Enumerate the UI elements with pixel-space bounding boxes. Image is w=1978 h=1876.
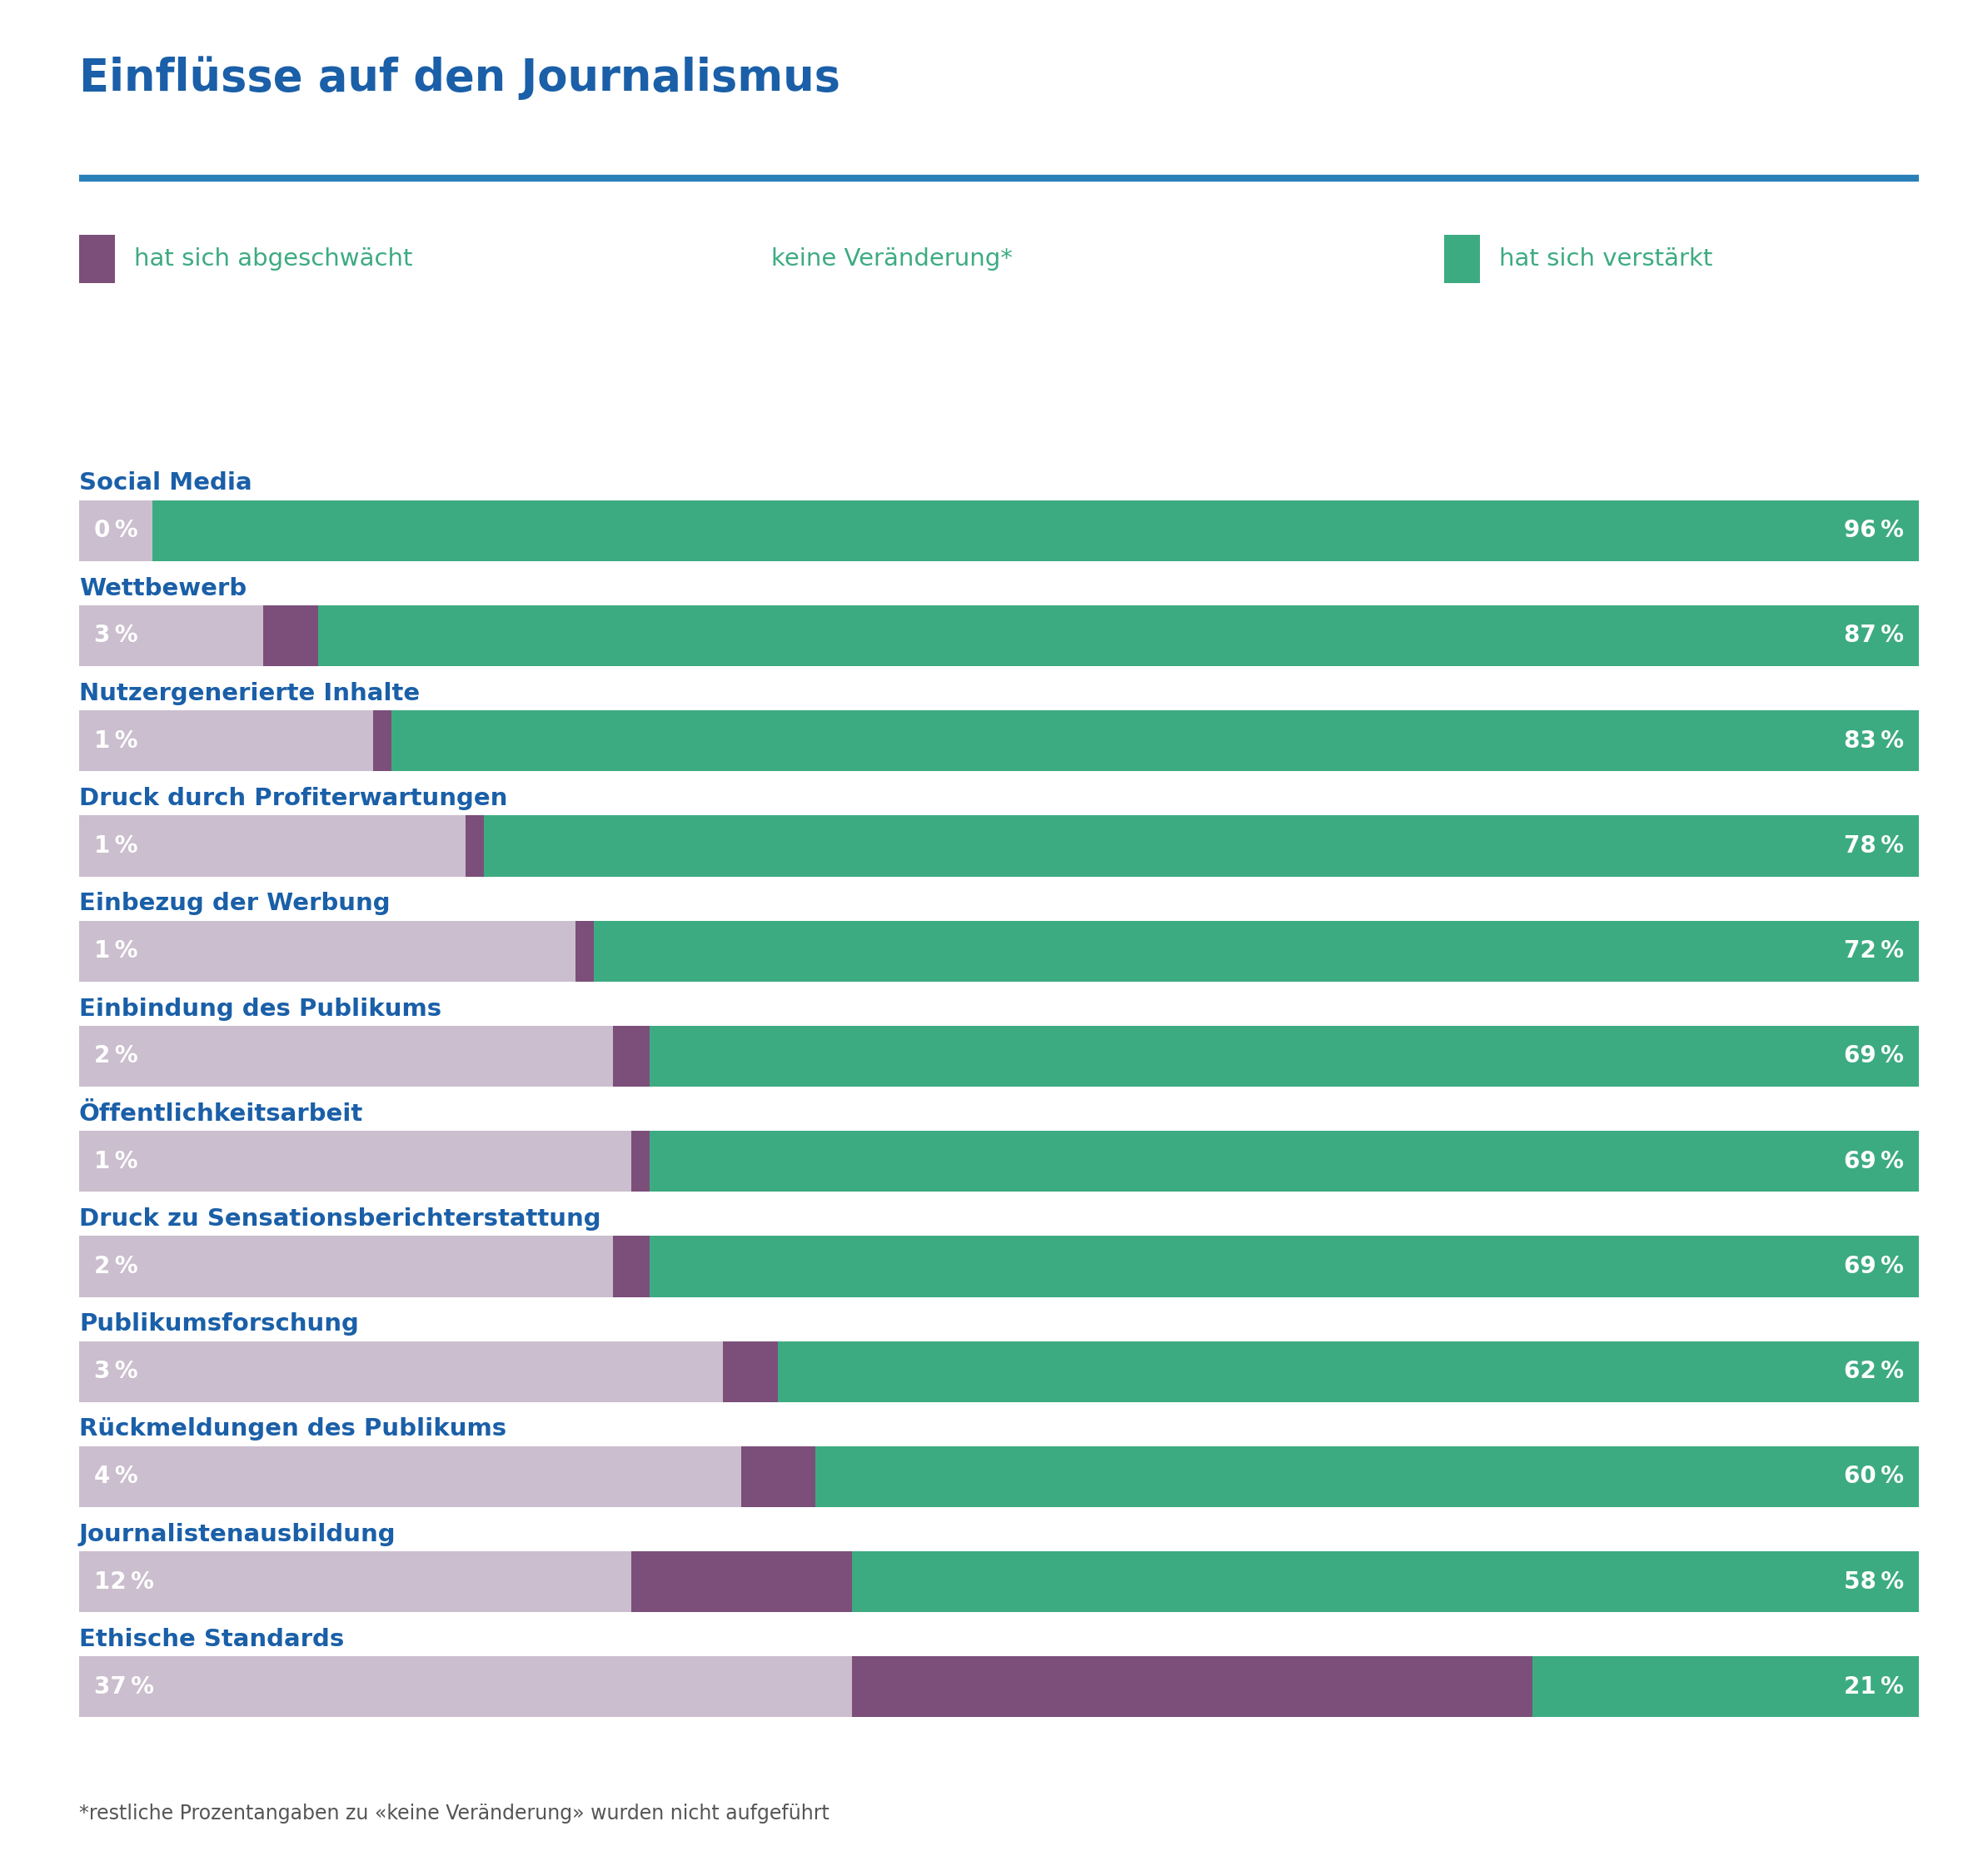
Text: 4 %: 4 % xyxy=(93,1465,138,1488)
Bar xyxy=(631,1551,853,1611)
Bar xyxy=(576,921,593,981)
Text: Journalistenausbildung: Journalistenausbildung xyxy=(79,1523,396,1546)
Bar xyxy=(79,1446,742,1506)
Bar xyxy=(649,1236,1919,1296)
Text: 3 %: 3 % xyxy=(93,625,138,647)
Text: Einbindung des Publikums: Einbindung des Publikums xyxy=(79,998,441,1021)
Text: keine Veränderung*: keine Veränderung* xyxy=(771,248,1013,270)
Text: 96 %: 96 % xyxy=(1843,520,1905,542)
Bar xyxy=(1533,1657,1919,1717)
Text: Rückmeldungen des Publikums: Rückmeldungen des Publikums xyxy=(79,1418,506,1441)
Bar xyxy=(613,1026,649,1086)
Text: 1 %: 1 % xyxy=(93,730,138,752)
Bar xyxy=(465,816,485,876)
Bar xyxy=(79,1341,724,1401)
Text: 1 %: 1 % xyxy=(93,940,138,962)
Bar xyxy=(777,1341,1919,1401)
Bar xyxy=(79,1551,631,1611)
Text: *restliche Prozentangaben zu «keine Veränderung» wurden nicht aufgeführt: *restliche Prozentangaben zu «keine Verä… xyxy=(79,1803,829,1823)
Text: Öffentlichkeitsarbeit: Öffentlichkeitsarbeit xyxy=(79,1103,364,1126)
Bar xyxy=(631,1131,649,1191)
Bar xyxy=(79,1657,853,1717)
Bar xyxy=(79,606,263,666)
Text: 21 %: 21 % xyxy=(1843,1675,1905,1698)
Text: 87 %: 87 % xyxy=(1843,625,1905,647)
Text: 83 %: 83 % xyxy=(1843,730,1905,752)
Bar xyxy=(79,1131,631,1191)
Text: Druck durch Profiterwartungen: Druck durch Profiterwartungen xyxy=(79,786,508,810)
Text: Nutzergenerierte Inhalte: Nutzergenerierte Inhalte xyxy=(79,681,419,705)
Bar xyxy=(263,606,318,666)
Text: Publikumsforschung: Publikumsforschung xyxy=(79,1313,358,1336)
Bar xyxy=(152,501,1919,561)
Text: 37 %: 37 % xyxy=(93,1675,154,1698)
Text: 12 %: 12 % xyxy=(93,1570,154,1593)
Text: Wettbewerb: Wettbewerb xyxy=(79,576,247,600)
Bar xyxy=(79,501,152,561)
Bar xyxy=(853,1551,1919,1611)
Text: 78 %: 78 % xyxy=(1843,835,1905,857)
Text: hat sich verstärkt: hat sich verstärkt xyxy=(1499,248,1713,270)
Text: 72 %: 72 % xyxy=(1843,940,1905,962)
Text: 3 %: 3 % xyxy=(93,1360,138,1383)
Bar xyxy=(392,711,1919,771)
Text: hat sich abgeschwächt: hat sich abgeschwächt xyxy=(135,248,413,270)
Bar xyxy=(815,1446,1919,1506)
Bar xyxy=(853,1657,1533,1717)
Bar xyxy=(318,606,1919,666)
Bar xyxy=(649,1131,1919,1191)
Bar xyxy=(79,1026,613,1086)
Text: 69 %: 69 % xyxy=(1843,1150,1905,1172)
Bar xyxy=(593,921,1919,981)
Bar xyxy=(79,711,374,771)
Text: 1 %: 1 % xyxy=(93,835,138,857)
Bar xyxy=(649,1026,1919,1086)
Bar xyxy=(79,1236,613,1296)
Bar xyxy=(79,816,465,876)
Text: 2 %: 2 % xyxy=(93,1045,138,1067)
Text: Ethische Standards: Ethische Standards xyxy=(79,1628,344,1651)
Bar xyxy=(485,816,1919,876)
Bar xyxy=(79,921,576,981)
Bar xyxy=(374,711,392,771)
Text: Druck zu Sensationsberichterstattung: Druck zu Sensationsberichterstattung xyxy=(79,1208,601,1231)
Text: 0 %: 0 % xyxy=(93,520,138,542)
Bar xyxy=(724,1341,777,1401)
Text: 1 %: 1 % xyxy=(93,1150,138,1172)
Text: 60 %: 60 % xyxy=(1843,1465,1905,1488)
Text: Einflüsse auf den Journalismus: Einflüsse auf den Journalismus xyxy=(79,56,841,99)
Text: 58 %: 58 % xyxy=(1843,1570,1905,1593)
Text: Einbezug der Werbung: Einbezug der Werbung xyxy=(79,891,390,915)
Bar xyxy=(742,1446,815,1506)
Bar xyxy=(613,1236,649,1296)
Text: 2 %: 2 % xyxy=(93,1255,138,1278)
Text: 62 %: 62 % xyxy=(1843,1360,1905,1383)
Text: 69 %: 69 % xyxy=(1843,1045,1905,1067)
Text: Social Media: Social Media xyxy=(79,471,251,495)
Text: 69 %: 69 % xyxy=(1843,1255,1905,1278)
